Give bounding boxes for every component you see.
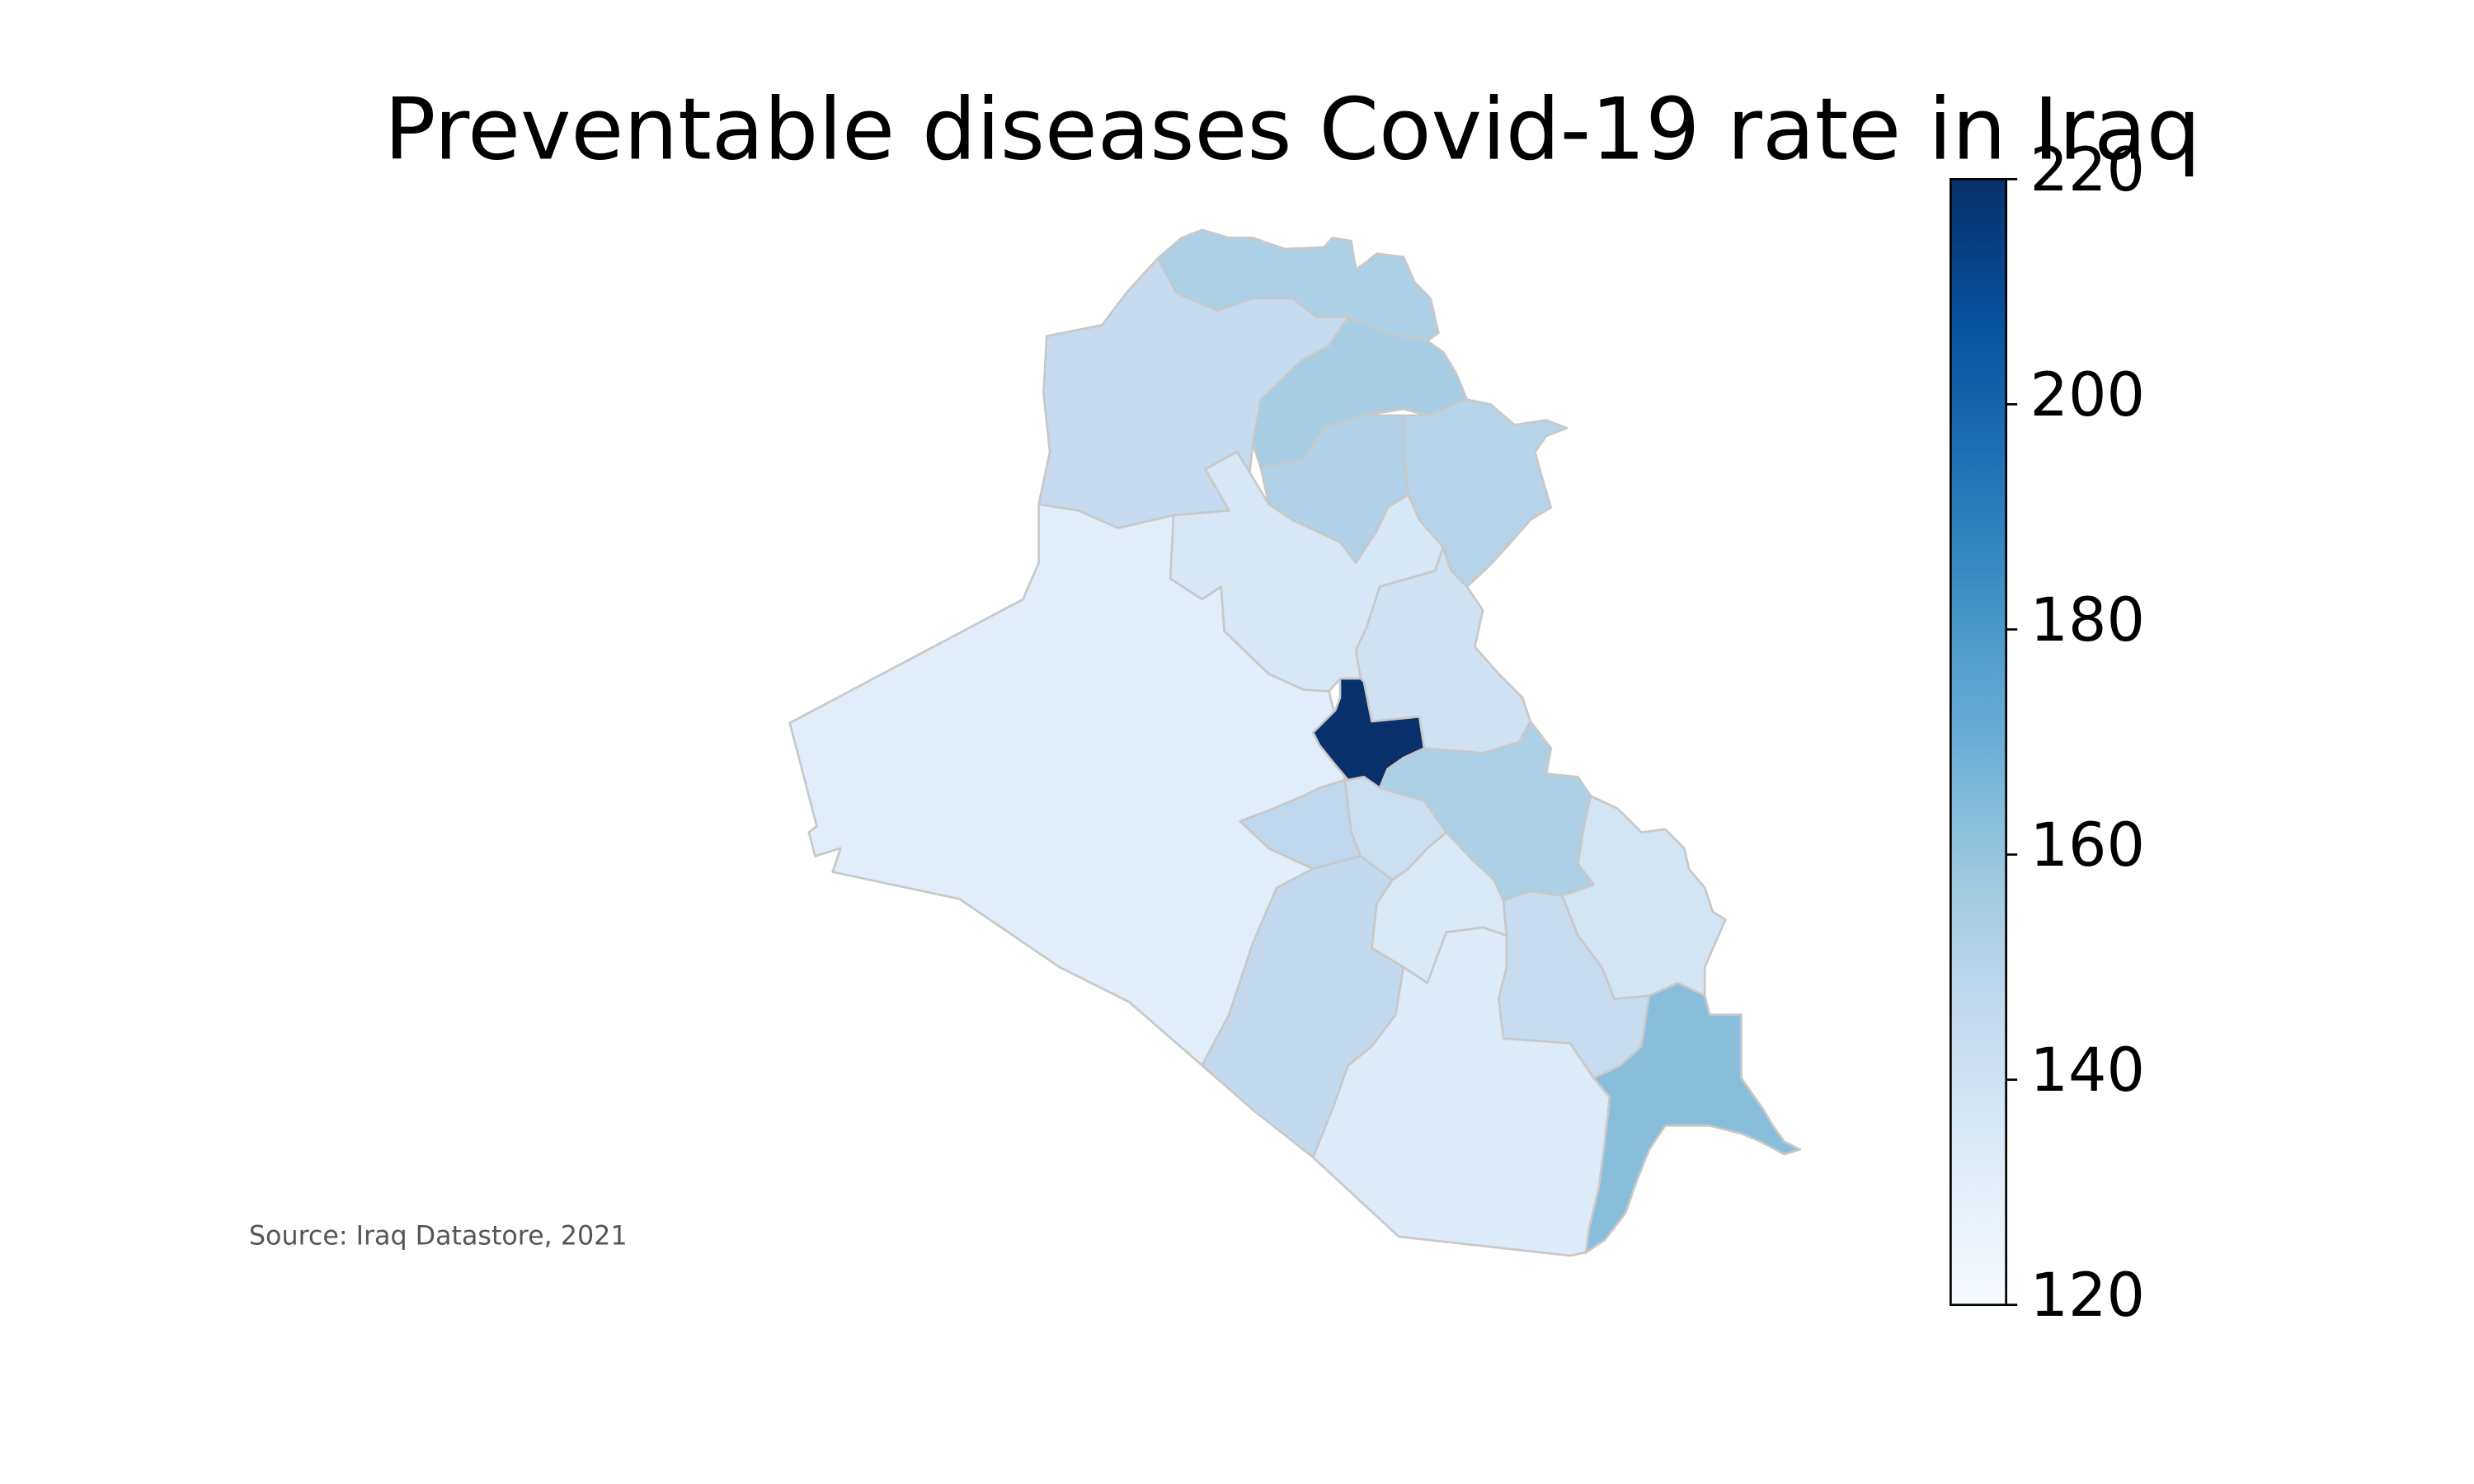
map-regions: Anbar Ninawa Dohuk Erbil Sulaymaniyah Ki… [788,228,1802,1257]
colorbar-tick-label: 140 [2030,1036,2145,1106]
region-maysan: Maysan [1560,795,1727,1000]
colorbar-ticks: 120 140 160 180 200 220 [2006,135,2145,1331]
colorbar-tick-label: 180 [2030,585,2145,655]
chart-title: Preventable diseases Covid-19 rate in Ir… [384,80,2201,179]
region-karbala: Karbala [1239,778,1362,871]
colorbar-tick-label: 160 [2030,810,2145,881]
colorbar-gradient [1950,179,2006,1305]
colorbar-tick-label: 200 [2030,360,2145,430]
region-dohuk: Dohuk [1156,228,1440,342]
colorbar-tick-label: 220 [2030,135,2145,205]
source-note: Source: Iraq Datastore, 2021 [249,1222,628,1252]
region-basra: Basra [1584,981,1802,1254]
colorbar-frame [1950,177,2008,1307]
colorbar: 120 140 160 180 200 220 [1950,135,2145,1331]
colorbar-tick-label: 120 [2030,1261,2145,1331]
